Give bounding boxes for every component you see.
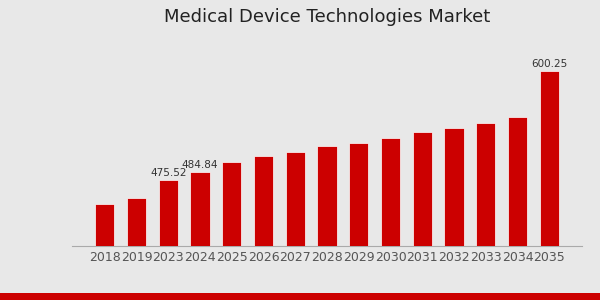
Text: 475.52: 475.52: [150, 168, 187, 178]
Bar: [445, 128, 464, 300]
Bar: [317, 146, 337, 300]
Bar: [476, 123, 496, 300]
Bar: [158, 180, 178, 300]
Bar: [286, 152, 305, 300]
Bar: [254, 156, 273, 300]
Bar: [190, 172, 209, 300]
Title: Medical Device Technologies Market: Medical Device Technologies Market: [164, 8, 490, 26]
Bar: [540, 71, 559, 300]
Bar: [349, 143, 368, 300]
Bar: [508, 116, 527, 300]
Bar: [222, 162, 241, 300]
Bar: [381, 138, 400, 300]
Bar: [95, 204, 114, 300]
Text: 600.25: 600.25: [531, 59, 568, 69]
Text: 484.84: 484.84: [182, 160, 218, 170]
Bar: [127, 198, 146, 300]
Bar: [413, 132, 432, 300]
